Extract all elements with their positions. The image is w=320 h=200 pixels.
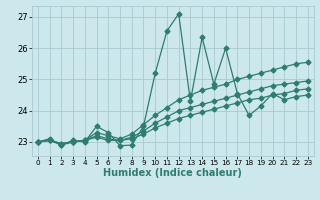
X-axis label: Humidex (Indice chaleur): Humidex (Indice chaleur) [103, 168, 242, 178]
